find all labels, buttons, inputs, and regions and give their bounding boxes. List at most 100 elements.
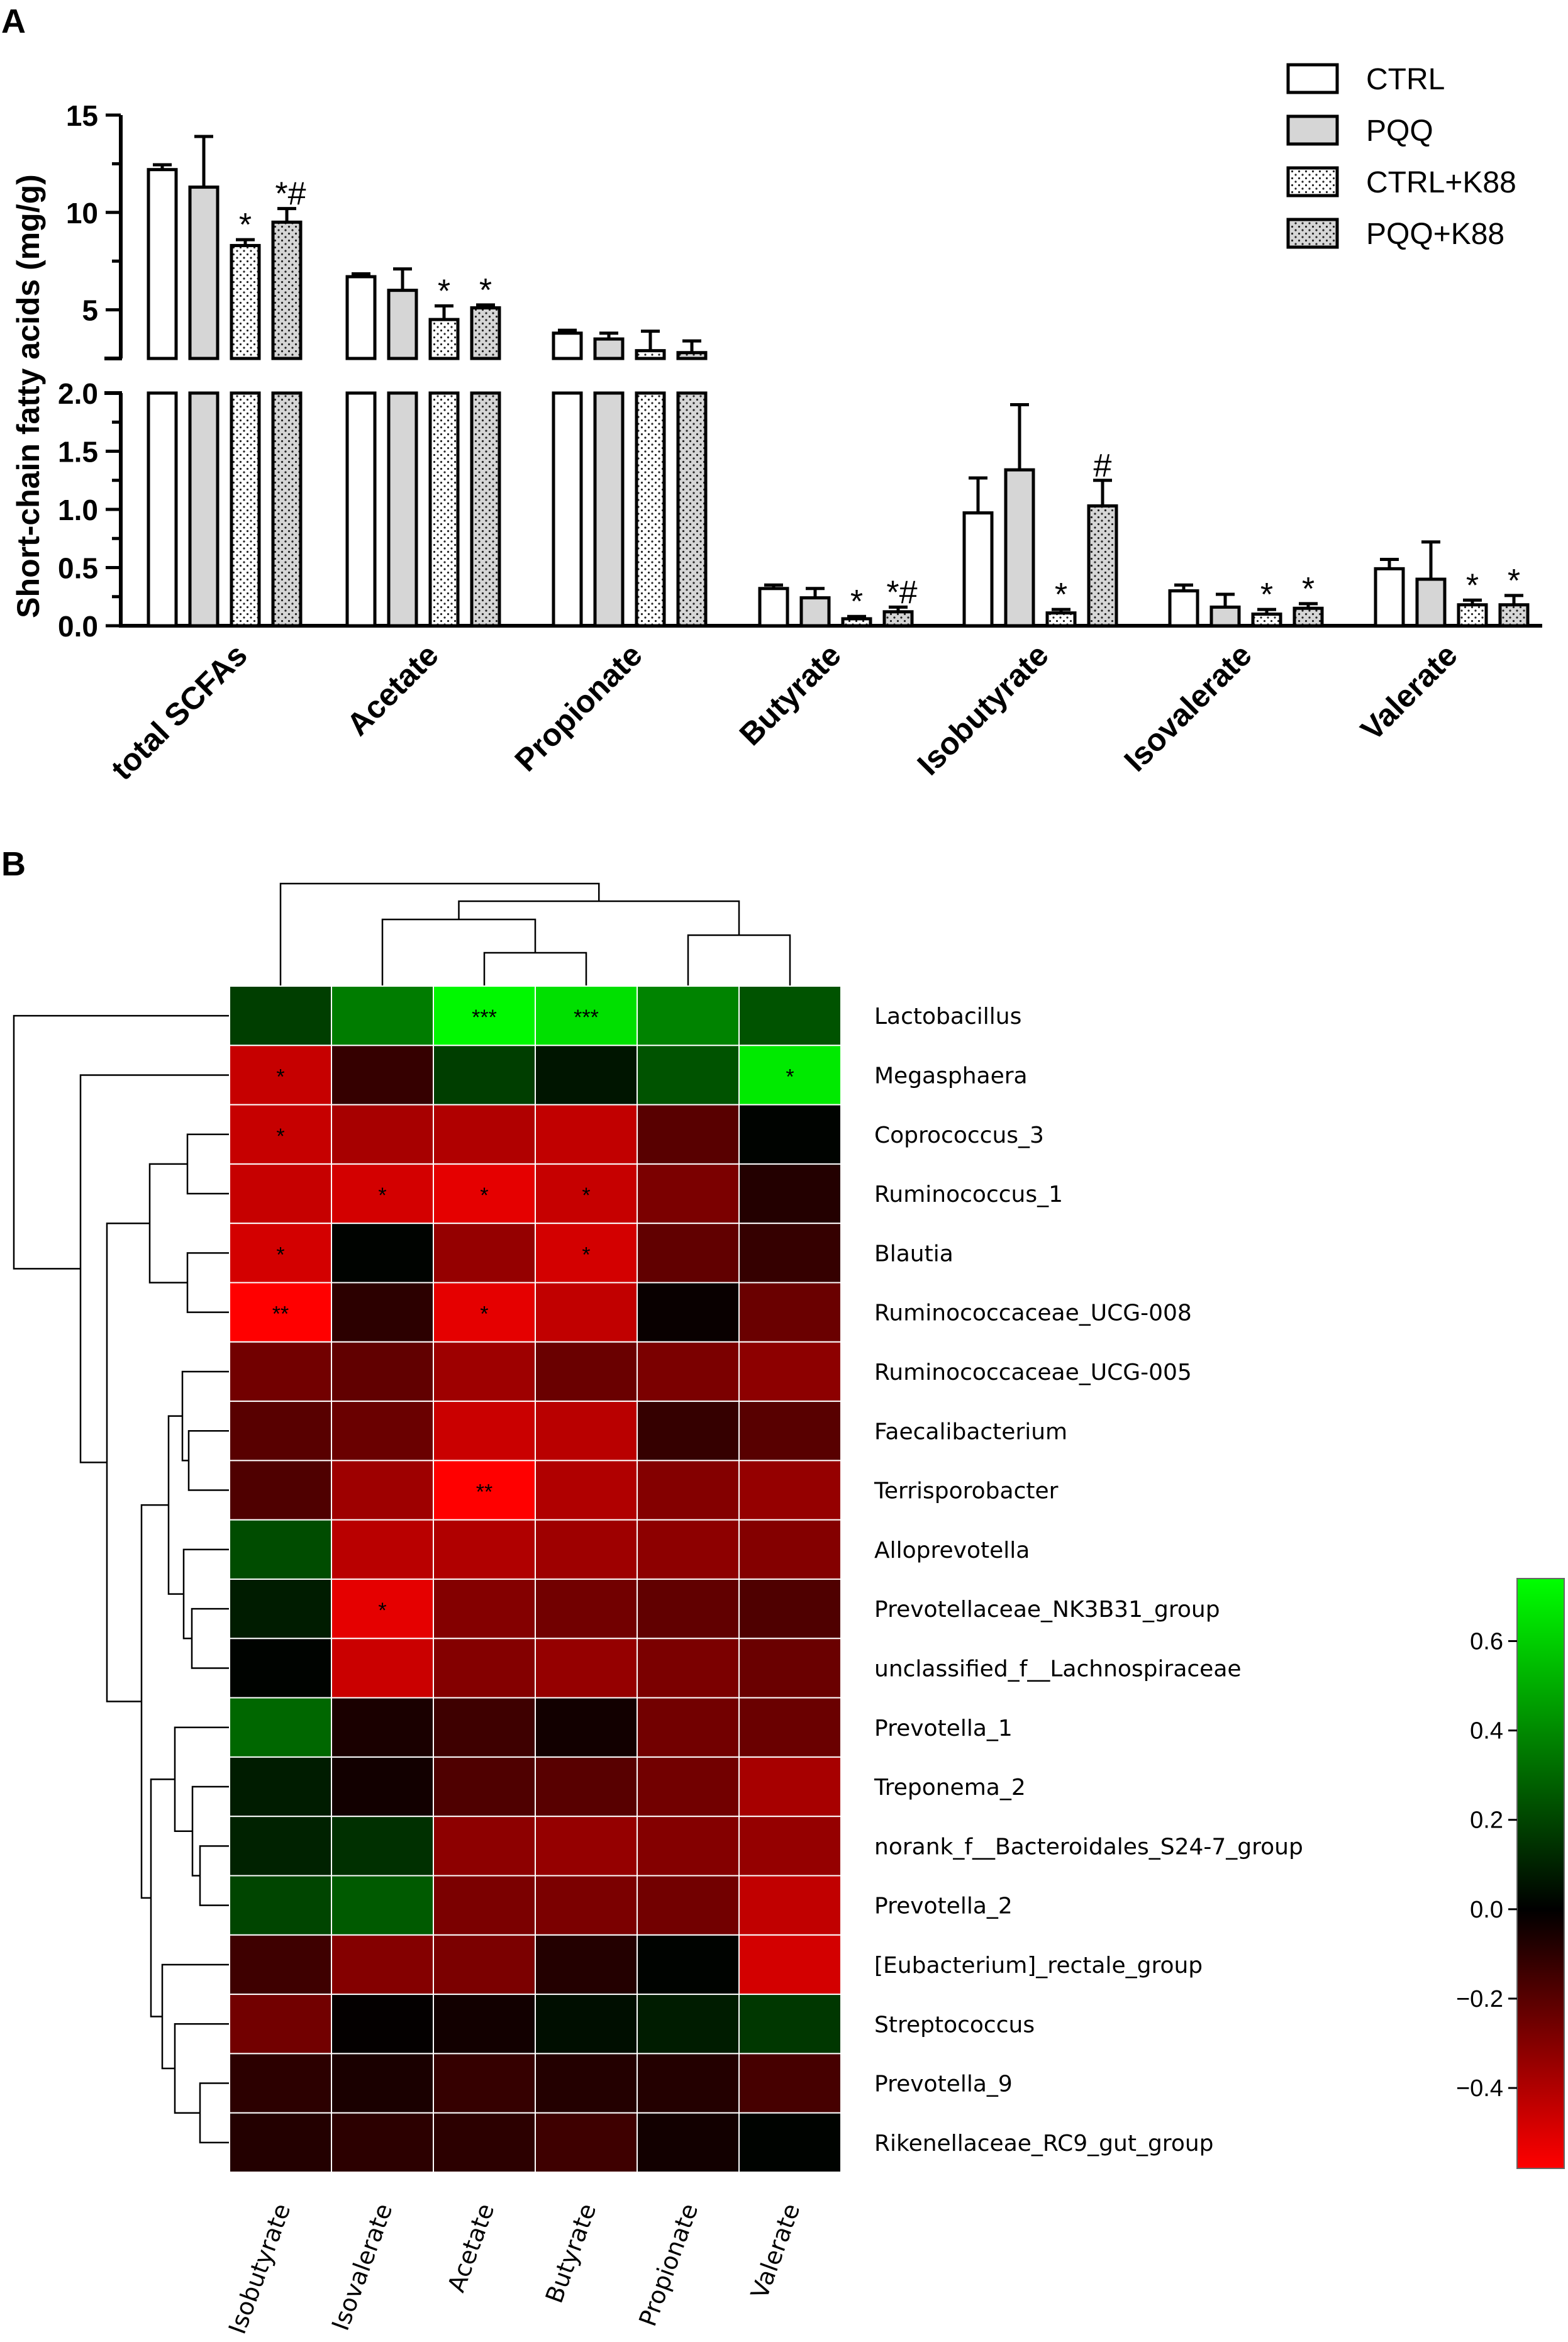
dendrogram-link (161, 1963, 230, 2070)
significance-mark: * (239, 207, 252, 243)
heatmap-cell (229, 1401, 332, 1462)
heatmap-cell (535, 1519, 638, 1580)
heatmap-cell (433, 2112, 536, 2173)
heatmap-cell (229, 1756, 332, 1818)
legend-label: PQQ (1366, 114, 1433, 148)
heatmap-cell (535, 1994, 638, 2055)
heatmap-cell (637, 985, 740, 1046)
bar-upper-segment (552, 331, 583, 360)
heatmap-significance: *** (574, 1006, 599, 1029)
heatmap-cell (535, 1697, 638, 1758)
heatmap-cell (433, 1697, 536, 1758)
heatmap-row-label: Ruminococcus_1 (874, 1182, 1063, 1207)
heatmap-row-label: Faecalibacterium (874, 1419, 1067, 1445)
heatmap-cell (535, 1816, 638, 1877)
heatmap-cell (738, 2053, 842, 2114)
colorbar-tick-label: 0.6 (1470, 1628, 1503, 1655)
significance-mark: * (438, 273, 450, 309)
heatmap-row-label: Blautia (874, 1241, 954, 1267)
heatmap-cell (229, 2112, 332, 2173)
heatmap-cell (535, 1756, 638, 1818)
heatmap-cell (738, 1163, 842, 1224)
heatmap-cell (637, 2053, 740, 2114)
heatmap-row-label: Prevotella_2 (874, 1894, 1013, 1919)
heatmap-cell (535, 1341, 638, 1402)
bar-upper-segment (387, 289, 418, 360)
heatmap-cell (433, 1638, 536, 1699)
bar-chart-bars: **#* ** *# *#* * * * (147, 135, 1530, 628)
heatmap-cell (738, 1401, 842, 1462)
heatmap-cell (331, 1341, 434, 1402)
heatmap-cell (331, 1223, 434, 1284)
heatmap-dendrograms (13, 882, 791, 2144)
heatmap-significance: * (276, 1065, 284, 1089)
heatmap-cell (433, 1579, 536, 1640)
heatmap-cell (331, 2053, 434, 2114)
heatmap-significance: ** (476, 1480, 492, 1504)
bar-lower-segment (147, 391, 178, 628)
significance-mark: * (479, 272, 492, 309)
bar (1251, 613, 1282, 628)
heatmap-row-label: Prevotella_9 (874, 2072, 1013, 2097)
heatmap-cell (637, 1341, 740, 1402)
bar-lower-segment (593, 391, 625, 628)
bar-lower-segment (552, 391, 583, 628)
bar (1004, 468, 1035, 628)
panel-label-b: B (1, 845, 26, 883)
heatmap-row-label: Treponema_2 (874, 1775, 1026, 1801)
bar (1374, 567, 1405, 628)
heatmap-cell (331, 1519, 434, 1580)
colorbar-tick-label: −0.4 (1456, 2075, 1503, 2102)
heatmap-significance: *** (472, 1006, 497, 1029)
bar (1209, 605, 1241, 628)
heatmap-cell (738, 1697, 842, 1758)
heatmap-row-label: Prevotellaceae_NK3B31_group (874, 1597, 1220, 1623)
bar-lower-segment (345, 391, 377, 628)
heatmap-row-label: Prevotella_1 (874, 1716, 1013, 1741)
heatmap-cell (738, 1519, 842, 1580)
dendrogram-link (186, 1252, 230, 1313)
heatmap-cell (535, 1163, 638, 1224)
bar-lower-segment (188, 391, 220, 628)
dendrogram-link (140, 1504, 169, 1899)
heatmap-cells: *** **** *** * ** *** **** (229, 985, 842, 2173)
bar (1087, 504, 1118, 628)
heatmap-cell (331, 1756, 434, 1818)
bar-upper-segment (676, 351, 708, 360)
significance-mark: * (850, 584, 863, 620)
dendrogram-link (182, 1548, 230, 1640)
dendrogram-link (458, 900, 740, 935)
heatmap-cell (637, 1875, 740, 1936)
heatmap-significance: * (480, 1302, 488, 1326)
heatmap-cell (433, 1163, 536, 1224)
heatmap-cell (433, 1756, 536, 1818)
heatmap-cell (331, 1697, 434, 1758)
bar-upper-segment (188, 186, 220, 360)
heatmap: *** **** *** * ** *** **** LactobacillusMegasp… (13, 882, 1565, 2338)
heatmap-cell (535, 1104, 638, 1165)
heatmap-cell (433, 1519, 536, 1580)
dendrogram-link (191, 1607, 230, 1669)
heatmap-cell (738, 1994, 842, 2055)
bar-chart-x-labels: total SCFAs Acetate Propionate Butyrate Isob… (104, 637, 1464, 787)
y-tick-label: 1.5 (58, 436, 98, 469)
bar-upper-segment (635, 349, 666, 360)
heatmap-cell (331, 2112, 434, 2173)
bar (1293, 606, 1324, 628)
x-tick-label: Isovalerate (1117, 637, 1258, 778)
heatmap-cell (331, 1816, 434, 1877)
bar-upper-segment (230, 243, 261, 360)
heatmap-column-label: Propionate (633, 2200, 703, 2330)
heatmap-cell (535, 2053, 638, 2114)
heatmap-cell (229, 985, 332, 1046)
heatmap-cell (637, 1638, 740, 1699)
significance-mark: * (1508, 563, 1520, 599)
bar-lower-segment (387, 391, 418, 628)
heatmap-cell (229, 1875, 332, 1936)
bar-chart: Short-chain fatty acids (mg/g) 0.0 0.5 1.0… (11, 63, 1542, 787)
bar-upper-segment (147, 168, 178, 360)
heatmap-cell (331, 1282, 434, 1343)
significance-mark: *# (886, 574, 917, 611)
heatmap-cell (229, 2053, 332, 2114)
bar-lower-segment (428, 391, 460, 628)
